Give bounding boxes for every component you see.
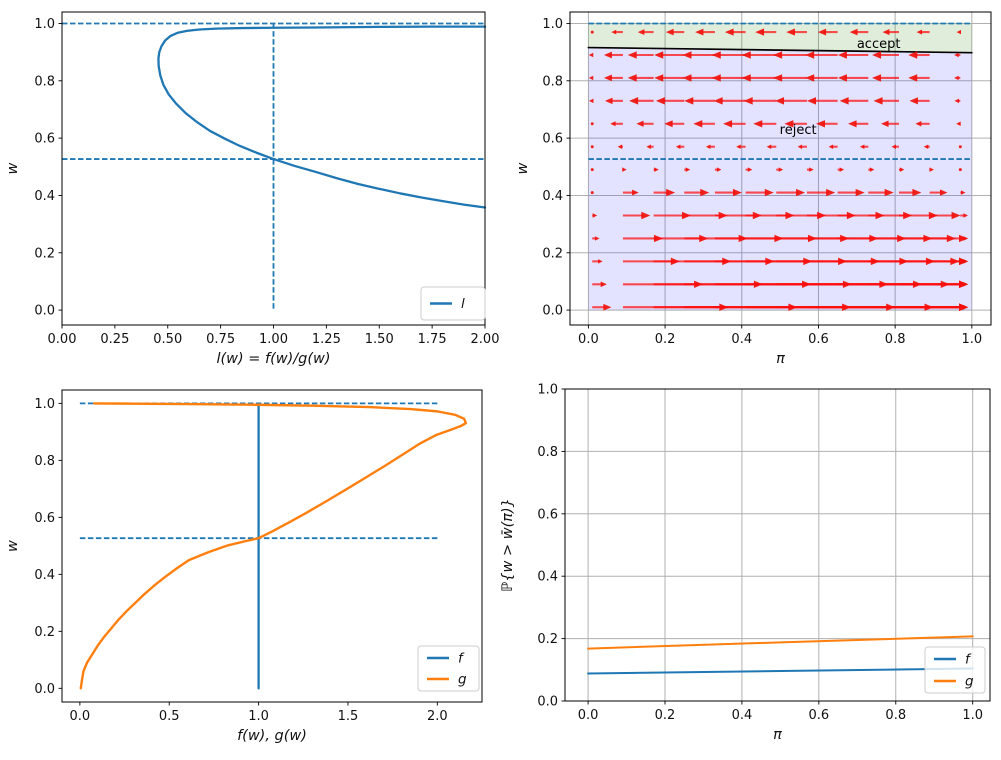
- axes-frame: [569, 11, 992, 326]
- quiver-field: [588, 28, 968, 311]
- y-tick-label: 0.2: [542, 246, 563, 261]
- x-tick-label: 1.25: [312, 332, 341, 347]
- legend-label-l: l: [461, 296, 465, 312]
- y-tick-label: 0.6: [34, 132, 55, 147]
- y-tick-label: 0.0: [34, 682, 55, 697]
- y-tick-label: 0.6: [542, 132, 563, 147]
- y-tick-label: 0.0: [537, 695, 558, 710]
- y-tick-label: 0.8: [542, 74, 563, 89]
- tick-labels: 0.0 0.2 0.4 0.6 0.8 1.0 0.0 0.2 0.4 0.6 0.8 1.0: [542, 17, 982, 347]
- legend: fg: [417, 645, 480, 692]
- subplot-densities: 0.0 0.5 1.0 1.5 2.0 0.0 0.2 0.4 0.6 0.8 1.0 f(w), g…: [5, 389, 483, 744]
- x-axis-label: l(w) = f(w)/g(w): [216, 351, 330, 367]
- y-tick-label: 1.0: [537, 383, 558, 398]
- y-tick-label: 0.6: [34, 511, 55, 526]
- x-tick-label: 0.5: [159, 709, 180, 724]
- x-tick-label: 0.8: [885, 332, 906, 347]
- y-tick-label: 1.0: [542, 17, 563, 32]
- y-tick-label: 0.4: [537, 570, 558, 585]
- x-tick-label: 1.00: [259, 332, 288, 347]
- x-tick-label: 0.0: [578, 708, 599, 723]
- tick-labels: 0.0 0.5 1.0 1.5 2.0 0.0 0.2 0.4 0.6 0.8 1.0: [34, 397, 447, 724]
- subplot-tail-probability: 0.0 0.2 0.4 0.6 0.8 1.0 0.0 0.2 0.4 0.6 0.8 1.0 π ℙ{w…: [500, 383, 991, 743]
- region-reject: [588, 47, 972, 311]
- y-tick-label: 0.4: [34, 568, 55, 583]
- y-tick-label: 0.2: [537, 632, 558, 647]
- y-tick-label: 0.2: [34, 625, 55, 640]
- curve-l: [157, 25, 487, 209]
- region-accept: [588, 23, 972, 53]
- x-tick-label: 0.4: [731, 332, 752, 347]
- x-tick-label: 0.25: [100, 332, 129, 347]
- y-tick-label: 0.2: [34, 246, 55, 261]
- x-tick-label: 1.0: [962, 708, 983, 723]
- legend-label-f: f: [965, 652, 972, 668]
- curve-wbar-threshold: [587, 46, 973, 54]
- x-tick-label: 0.50: [153, 332, 182, 347]
- axes-frame: [61, 389, 483, 703]
- accept-label: accept: [857, 37, 901, 52]
- curve-f: [587, 667, 974, 675]
- axes-frame: [564, 388, 991, 702]
- curve-g: [79, 402, 468, 690]
- x-tick-label: 1.75: [418, 332, 447, 347]
- y-axis-label: w: [5, 540, 21, 552]
- x-tick-label: 0.2: [655, 708, 676, 723]
- y-tick-label: 1.0: [34, 17, 55, 32]
- y-axis-label: ℙ{w > w̄(π)}: [500, 498, 516, 592]
- legend: l: [420, 286, 486, 321]
- tick-labels: 0.0 0.2 0.4 0.6 0.8 1.0 0.0 0.2 0.4 0.6 0.8 1.0: [537, 383, 983, 724]
- x-tick-label: 0.75: [206, 332, 235, 347]
- legend: fg: [924, 646, 986, 694]
- x-axis-label: f(w), g(w): [237, 728, 307, 744]
- y-tick-label: 0.8: [34, 74, 55, 89]
- x-tick-label: 0.6: [809, 708, 830, 723]
- legend-label-f: f: [458, 651, 465, 667]
- reject-label: reject: [780, 123, 817, 138]
- x-tick-label: 0.0: [70, 709, 91, 724]
- x-tick-label: 1.0: [248, 709, 269, 724]
- x-tick-label: 2.00: [471, 332, 500, 347]
- legend-label-g: g: [965, 674, 974, 690]
- y-tick-label: 0.8: [537, 445, 558, 460]
- x-tick-label: 0.8: [885, 708, 906, 723]
- x-tick-label: 0.6: [808, 332, 829, 347]
- y-tick-label: 0.4: [542, 189, 563, 204]
- y-tick-label: 0.8: [34, 454, 55, 469]
- y-tick-label: 0.4: [34, 189, 55, 204]
- subplot-likelihood-ratio: 0.00 0.25 0.50 0.75 1.00 1.25 1.50 1.75 2.00 0.0 0…: [5, 11, 499, 367]
- curve-g: [587, 635, 974, 650]
- x-tick-label: 0.4: [732, 708, 753, 723]
- y-axis-label: w: [5, 162, 21, 174]
- x-tick-label: 1.5: [338, 709, 359, 724]
- y-tick-label: 0.0: [542, 304, 563, 319]
- y-tick-label: 0.0: [34, 304, 55, 319]
- legend-label-g: g: [458, 672, 467, 688]
- y-axis-label: w: [515, 162, 531, 174]
- x-tick-label: 1.0: [961, 332, 982, 347]
- x-axis-label: π: [776, 351, 785, 367]
- x-tick-label: 0.0: [578, 332, 599, 347]
- tick-labels: 0.00 0.25 0.50 0.75 1.00 1.25 1.50 1.75 2.00 0.0 0…: [34, 17, 499, 347]
- x-tick-label: 1.50: [365, 332, 394, 347]
- x-tick-label: 0.2: [655, 332, 676, 347]
- x-axis-label: π: [773, 727, 782, 743]
- x-tick-label: 2.0: [427, 709, 448, 724]
- y-tick-label: 1.0: [34, 397, 55, 412]
- x-tick-label: 0.00: [48, 332, 77, 347]
- y-tick-label: 0.6: [537, 507, 558, 522]
